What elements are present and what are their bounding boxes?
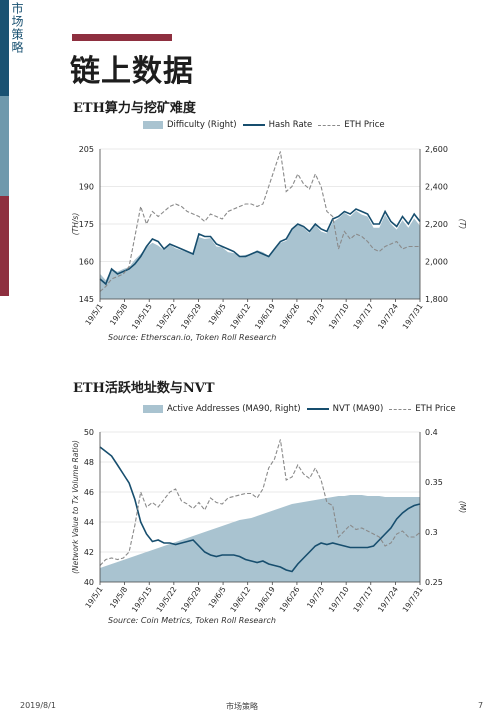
- side-section-label: 市场策略: [10, 2, 24, 54]
- x-tick-label: 19/6/26: [278, 302, 302, 331]
- y-right-tick-label: 0.35: [425, 478, 443, 487]
- x-tick-label: 19/6/26: [278, 585, 302, 614]
- y-right-tick-label: 2,200: [425, 220, 448, 229]
- y-left-tick-label: 175: [79, 220, 94, 229]
- chart1-legend-item-hashrate: Hash Rate: [242, 120, 313, 130]
- x-tick-label: 19/6/19: [253, 585, 277, 614]
- x-tick-label: 19/7/17: [351, 302, 375, 331]
- x-tick-label: 19/7/10: [327, 302, 351, 331]
- series-line: [99, 446, 421, 573]
- x-tick-label: 19/7/31: [401, 585, 425, 614]
- y-right-tick-label: 0.4: [425, 428, 438, 437]
- footer-page-number: 7: [478, 701, 484, 710]
- chart1-legend: Difficulty (Right) Hash Rate ETH Price: [143, 120, 385, 130]
- x-tick-label: 19/6/19: [253, 302, 277, 331]
- legend-dash-swatch: [318, 124, 341, 126]
- y-right-tick-label: 2,400: [425, 183, 448, 192]
- chart1-hashrate-difficulty: 145 160 175 190 205 1,800 2,000 2,200 2,400 2,600…: [71, 145, 467, 331]
- series-area: [100, 495, 420, 582]
- x-tick-label: 19/5/22: [155, 585, 179, 614]
- y-right-tick-label: 0.25: [425, 578, 443, 587]
- y-left-tick-label: 190: [79, 183, 94, 192]
- x-tick-label: 19/5/1: [83, 302, 104, 327]
- x-tick-label: 19/7/3: [305, 585, 326, 610]
- chart1-title: ETH算力与挖矿难度: [73, 101, 196, 116]
- y-left-tick-label: 44: [84, 518, 94, 527]
- legend-label: ETH Price: [415, 404, 456, 414]
- x-tick-label: 19/6/5: [206, 585, 227, 610]
- chart2-legend: Active Addresses (MA90, Right) NVT (MA90…: [143, 404, 456, 414]
- chart1-legend-item-difficulty: Difficulty (Right): [143, 120, 237, 130]
- y-left-tick-label: 42: [84, 548, 94, 557]
- series-area: [100, 210, 420, 299]
- x-tick-label: 19/7/3: [305, 302, 326, 327]
- y-left-tick-label: 50: [84, 428, 94, 437]
- x-tick-label: 19/5/1: [83, 585, 104, 610]
- legend-label: ETH Price: [344, 120, 385, 130]
- x-tick-label: 19/6/5: [206, 302, 227, 327]
- x-tick-label: 19/7/17: [351, 585, 375, 614]
- legend-area-swatch: [143, 121, 163, 129]
- y-left-axis-label: (Network Value to Tx Volume Ratio): [71, 440, 80, 574]
- y-right-tick-label: 0.3: [425, 528, 438, 537]
- x-tick-label: 19/7/10: [327, 585, 351, 614]
- x-tick-label: 19/5/15: [130, 585, 154, 614]
- legend-label: Difficulty (Right): [167, 120, 237, 130]
- legend-line-swatch: [242, 124, 265, 126]
- footer-section: 市场策略: [226, 702, 258, 711]
- y-left-tick-label: 205: [79, 145, 94, 154]
- series-dashed: [99, 151, 420, 292]
- title-accent-bar: [72, 34, 172, 41]
- legend-dash-swatch: [389, 408, 412, 410]
- chart1-legend-item-price: ETH Price: [318, 120, 385, 130]
- x-tick-label: 19/5/22: [155, 302, 179, 331]
- chart2-legend-item-active-addresses: Active Addresses (MA90, Right): [143, 404, 301, 414]
- y-left-tick-label: 48: [84, 458, 94, 467]
- legend-label: Active Addresses (MA90, Right): [167, 404, 301, 414]
- legend-area-swatch: [143, 405, 163, 413]
- y-right-axis-label: (M): [458, 501, 467, 513]
- chart2-source: Source: Coin Metrics, Token Roll Researc…: [108, 616, 276, 625]
- page-title: 链上数据: [70, 54, 194, 89]
- x-tick-label: 19/5/8: [108, 585, 129, 610]
- y-right-tick-label: 2,000: [425, 258, 448, 267]
- side-band-bottom: [0, 196, 9, 296]
- side-band-middle: [0, 96, 9, 196]
- x-tick-label: 19/5/29: [179, 302, 203, 331]
- y-left-tick-label: 160: [79, 258, 94, 267]
- series-line: [99, 208, 421, 286]
- chart2-title: ETH活跃地址数与NVT: [73, 381, 215, 396]
- x-tick-label: 19/5/8: [108, 302, 129, 327]
- chart2-legend-item-price: ETH Price: [389, 404, 456, 414]
- x-tick-label: 19/6/12: [228, 585, 252, 614]
- legend-label: NVT (MA90): [332, 404, 384, 414]
- y-left-tick-label: 46: [84, 488, 94, 497]
- chart2-legend-item-nvt: NVT (MA90): [306, 404, 384, 414]
- y-right-tick-label: 2,600: [425, 145, 448, 154]
- footer-date: 2019/8/1: [20, 701, 56, 710]
- x-tick-label: 19/5/15: [130, 302, 154, 331]
- y-left-tick-label: 145: [79, 295, 94, 304]
- x-tick-label: 19/7/24: [376, 302, 400, 331]
- y-right-tick-label: 1,800: [425, 295, 448, 304]
- y-right-axis-label: (T): [458, 219, 467, 230]
- legend-label: Hash Rate: [268, 120, 313, 130]
- x-tick-label: 19/7/31: [401, 302, 425, 331]
- x-tick-label: 19/7/24: [376, 585, 400, 614]
- y-left-axis-label: (TH/s): [71, 213, 80, 236]
- x-tick-label: 19/6/12: [228, 302, 252, 331]
- x-tick-label: 19/5/29: [179, 585, 203, 614]
- side-band-top: [0, 0, 9, 96]
- series-dashed: [99, 439, 421, 566]
- legend-line-swatch: [306, 408, 329, 410]
- y-left-tick-label: 40: [84, 578, 94, 587]
- chart1-source: Source: Etherscan.io, Token Roll Researc…: [108, 333, 277, 342]
